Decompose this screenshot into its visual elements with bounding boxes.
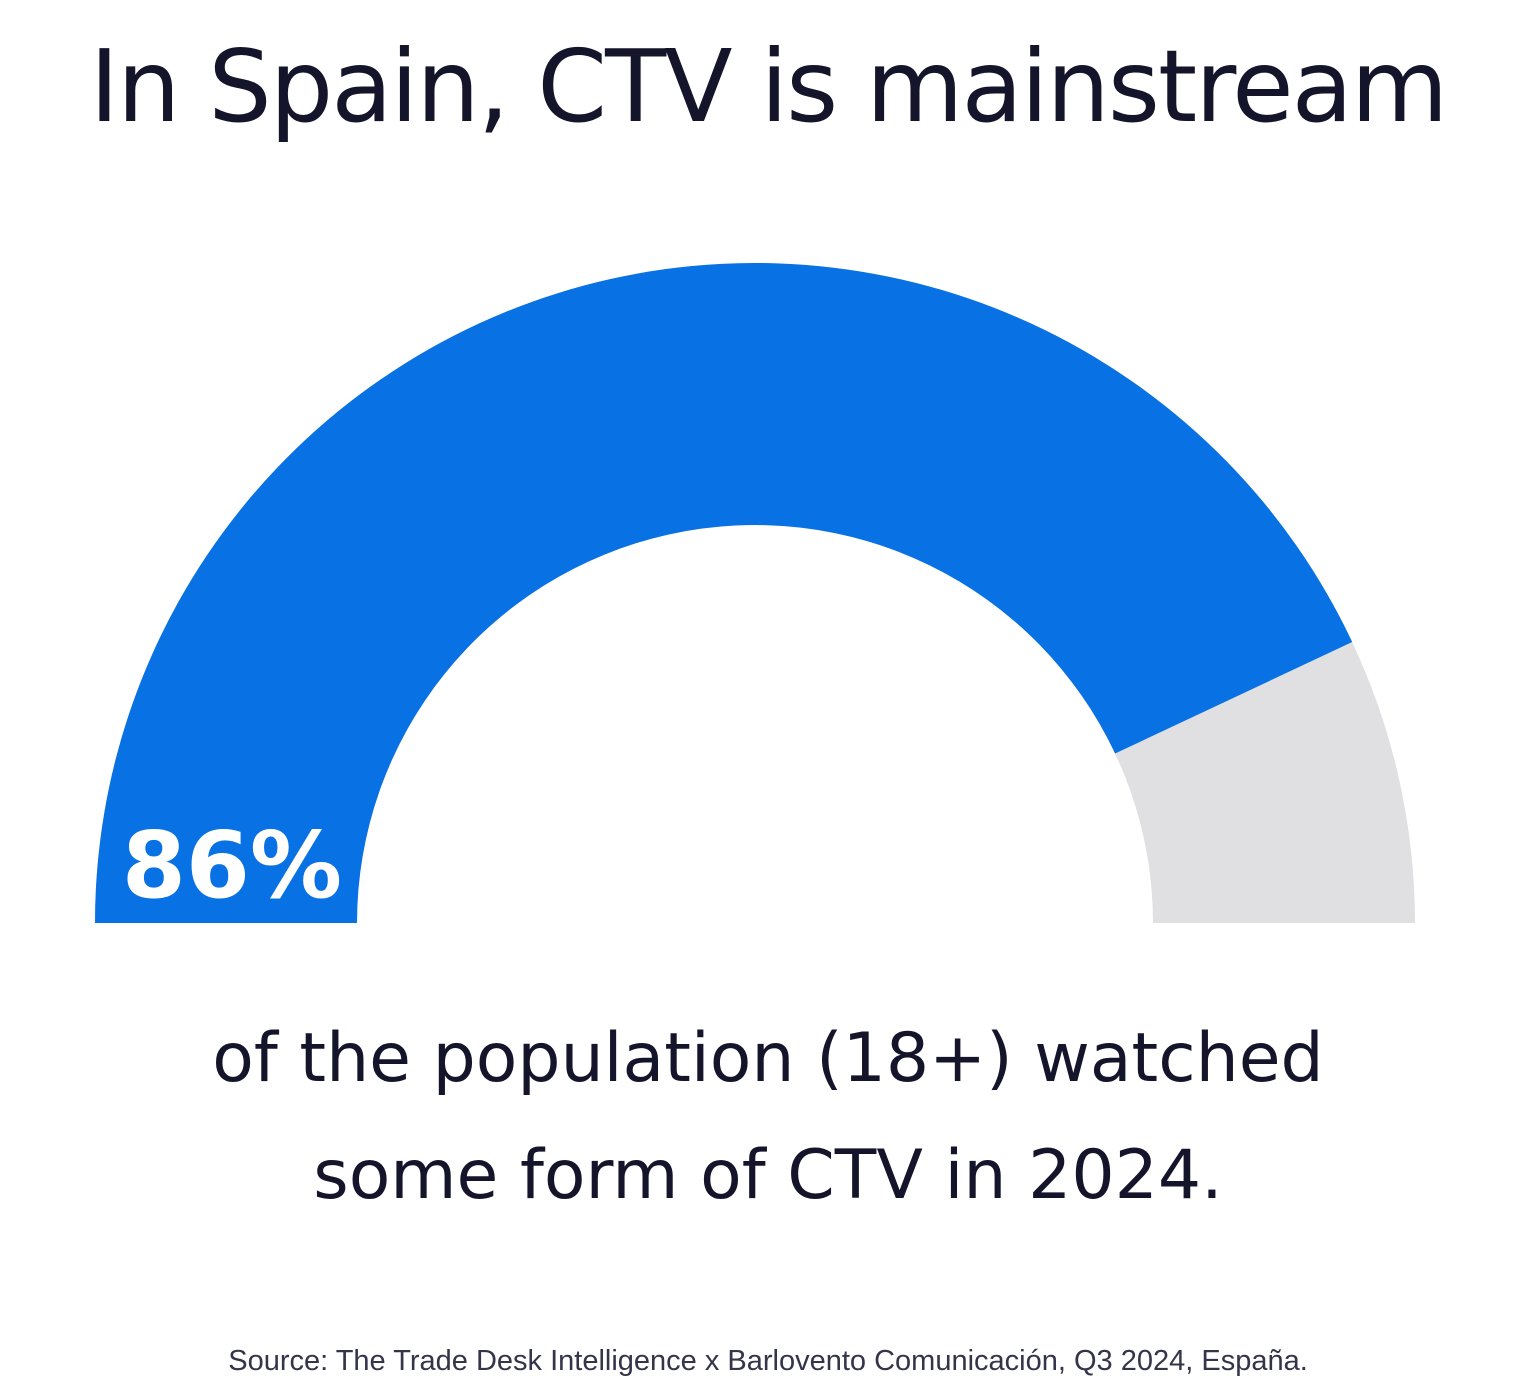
gauge-fill <box>95 262 1353 924</box>
page-title: In Spain, CTV is mainstream <box>89 28 1449 145</box>
caption-line-2: some form of CTV in 2024. <box>313 1136 1223 1215</box>
caption: of the population (18+) watched some for… <box>0 1000 1536 1234</box>
source-note: Source: The Trade Desk Intelligence x Ba… <box>228 1345 1308 1377</box>
gauge-value-label: 86% <box>122 812 342 919</box>
caption-line-1: of the population (18+) watched <box>212 1019 1324 1098</box>
